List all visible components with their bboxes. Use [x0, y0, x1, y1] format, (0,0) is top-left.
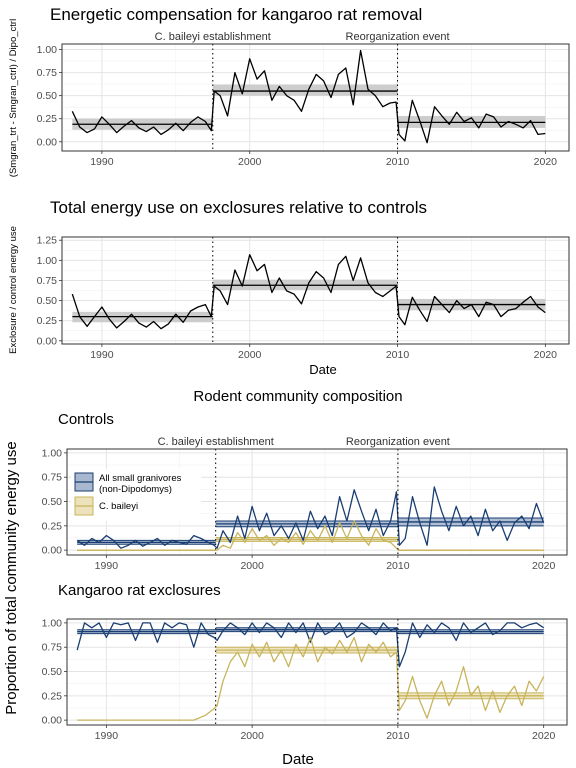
- y-tick-label: 1.00: [42, 617, 63, 629]
- plot-background: [62, 44, 569, 151]
- y-tick-label: 1.00: [42, 447, 63, 459]
- y-tick-label: 0.25: [37, 113, 58, 125]
- y-tick-label: 0.25: [42, 520, 63, 532]
- plot-border: [66, 618, 568, 726]
- panel-title: Total energy use on exclosures relative …: [50, 198, 427, 217]
- series-line: [71, 254, 546, 330]
- y-tick-label: 1.00: [37, 44, 58, 56]
- panel-energetic-compensation: Energetic compensation for kangaroo rat …: [8, 5, 570, 177]
- y-tick-label: 0.75: [42, 642, 63, 654]
- y-tick-label: 0.50: [37, 295, 58, 307]
- y-tick-label: 0.00: [37, 335, 58, 347]
- panel-title: Controls: [58, 411, 114, 428]
- x-tick-label: 2010: [386, 156, 410, 168]
- x-tick-label: 1990: [90, 156, 114, 168]
- series-line: [71, 49, 546, 144]
- y-tick-label: 0.50: [42, 496, 63, 508]
- y-tick-label: 0.00: [42, 715, 63, 727]
- x-tick-label: 2000: [240, 730, 264, 742]
- series-line: [76, 486, 545, 549]
- x-tick-label: 2020: [534, 156, 558, 168]
- x-tick-label: 2000: [238, 156, 262, 168]
- event-label: Reorganization event: [346, 31, 450, 43]
- shared-x-axis-label: Date: [282, 751, 314, 768]
- x-tick-label: 2020: [532, 730, 556, 742]
- x-tick-label: 2020: [532, 560, 556, 572]
- shared-y-axis-label: Proportion of total community energy use: [3, 441, 20, 714]
- legend-label: All small granivores: [99, 473, 182, 484]
- confidence-band: [212, 84, 398, 96]
- x-axis-label: Date: [309, 362, 336, 377]
- x-tick-label: 1990: [90, 349, 114, 361]
- y-tick-label: 0.75: [42, 472, 63, 484]
- y-tick-label: 0.25: [37, 315, 58, 327]
- panel-total-energy: Total energy use on exclosures relative …: [8, 198, 570, 377]
- event-label: C. baileyi establishment: [155, 31, 271, 43]
- panel-controls: Controls 1990 2000 2010 2020 0.00 0.25 0.50 0.7…: [42, 411, 568, 572]
- x-tick-label: 2010: [386, 730, 410, 742]
- legend-label: (non-Dipodomys): [99, 484, 172, 495]
- x-tick-label: 2000: [240, 560, 264, 572]
- y-tick-label: 1.00: [37, 255, 58, 267]
- y-tick-label: 0.50: [42, 666, 63, 678]
- y-tick-label: 0.25: [42, 690, 63, 702]
- x-tick-label: 2020: [534, 349, 558, 361]
- x-tick-label: 1990: [95, 560, 119, 572]
- x-tick-label: 2010: [386, 560, 410, 572]
- y-tick-label: 0.00: [42, 545, 63, 557]
- y-tick-label: 0.00: [37, 136, 58, 148]
- plot-border: [66, 448, 568, 556]
- x-tick-label: 2010: [386, 349, 410, 361]
- y-tick-label: 0.75: [37, 67, 58, 79]
- plot-border: [61, 236, 570, 345]
- y-axis-label: Exclosure / control energy use: [8, 226, 19, 354]
- panel-kangaroo-rat-exclosures: Kangaroo rat exclosures 1990 2000 2010 2020…: [42, 582, 568, 742]
- figure-title: Rodent community composition: [193, 388, 402, 405]
- event-label: Reorganization event: [346, 436, 450, 448]
- y-tick-label: 0.50: [37, 90, 58, 102]
- series-line: [77, 636, 545, 721]
- series-line: [76, 622, 545, 668]
- series-line: [77, 520, 544, 551]
- x-tick-label: 2000: [238, 349, 262, 361]
- event-label: C. baileyi establishment: [158, 436, 274, 448]
- y-axis-label: (Smgran_trt - Smgran_ctrl) / Dipo_ctrl: [8, 19, 19, 177]
- plot-border: [61, 43, 570, 152]
- y-tick-label: 1.25: [37, 235, 58, 247]
- legend-label: C. baileyi: [99, 501, 138, 512]
- x-tick-label: 1990: [95, 730, 119, 742]
- panel-title: Energetic compensation for kangaroo rat …: [50, 5, 422, 24]
- y-tick-label: 0.75: [37, 275, 58, 287]
- panel-title: Kangaroo rat exclosures: [58, 582, 221, 599]
